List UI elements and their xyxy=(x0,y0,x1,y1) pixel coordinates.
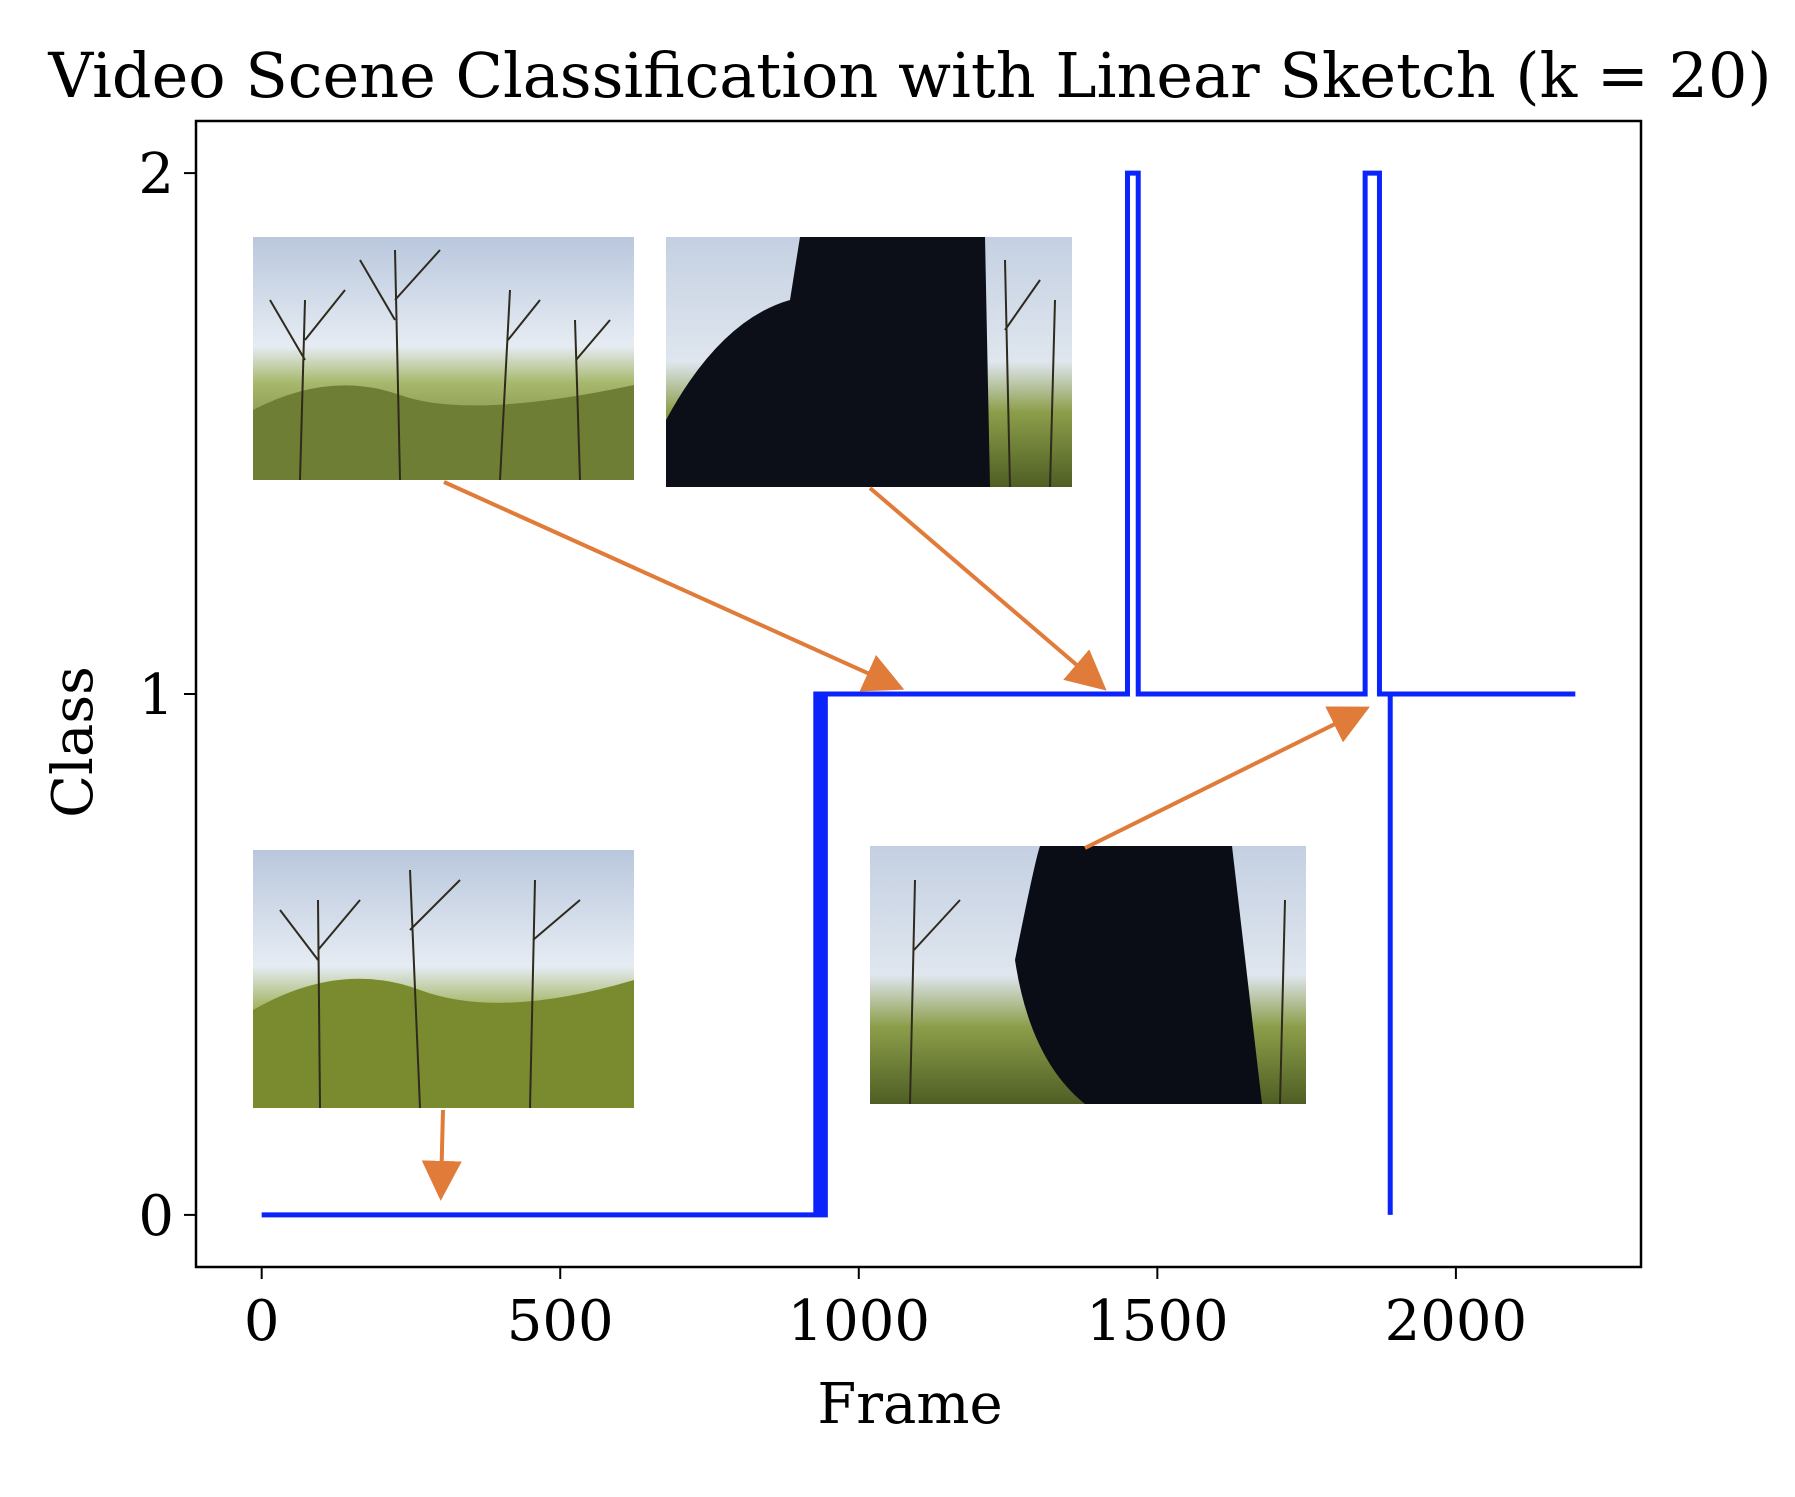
thumbnail-arrow-2 xyxy=(421,1109,462,1201)
chart-title: Video Scene Classification with Linear S… xyxy=(47,39,1771,112)
thumbnail-forest-top xyxy=(253,237,634,481)
x-tick-label-1500: 1500 xyxy=(1086,1289,1229,1354)
x-tick-label-1000: 1000 xyxy=(788,1289,931,1354)
y-tick-label-1: 1 xyxy=(138,663,174,728)
y-axis-label: Class xyxy=(41,666,106,818)
y-tick-label-2: 2 xyxy=(138,142,174,207)
plot-area: 0 500 1000 1500 2000 0 1 2 xyxy=(138,119,1643,1354)
series-line-0 xyxy=(261,170,1393,1218)
x-tick-label-2000: 2000 xyxy=(1385,1289,1528,1354)
thumbnails-layer xyxy=(253,237,1306,1109)
thumbnail-person-top xyxy=(666,237,1072,488)
x-axis-label: Frame xyxy=(817,1372,1002,1437)
y-tick-label-0: 0 xyxy=(138,1184,174,1249)
thumbnail-arrow-1 xyxy=(868,486,1107,691)
x-tick-label-0: 0 xyxy=(244,1289,280,1354)
x-tick-label-500: 500 xyxy=(507,1289,614,1354)
thumbnail-forest-bottom xyxy=(253,850,634,1109)
thumbnail-arrow-0 xyxy=(443,480,905,692)
thumbnail-person-bottom xyxy=(870,846,1306,1105)
thumbnail-arrow-3 xyxy=(1084,706,1370,850)
